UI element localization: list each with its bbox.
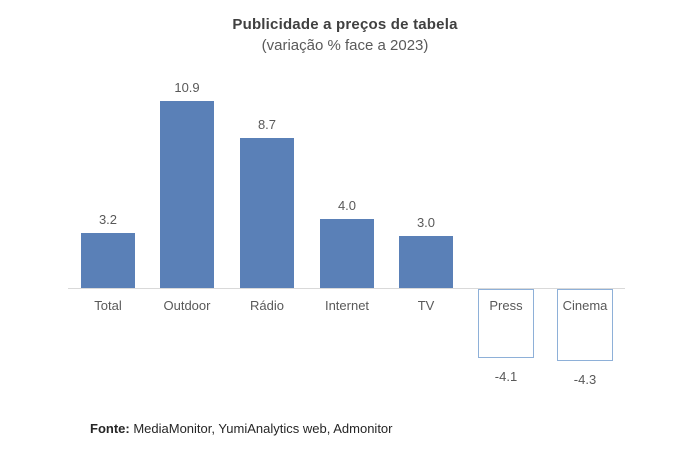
category-label: Rádio: [250, 298, 284, 313]
bar-value-label: 4.0: [337, 198, 357, 213]
chart-subtitle: (variação % face a 2023): [261, 37, 429, 54]
category-label: Cinema: [562, 298, 608, 313]
category-label: Total: [94, 298, 122, 313]
category-label: Press: [489, 298, 523, 313]
bar-r-dio: [240, 138, 294, 288]
bar-value-label: -4.3: [573, 372, 597, 387]
category-label: Internet: [324, 298, 370, 313]
bar-press: [478, 289, 534, 358]
category-label: Outdoor: [163, 298, 211, 313]
bar-value-label: 3.0: [416, 215, 436, 230]
bar-internet: [320, 219, 374, 288]
bar-cinema: [557, 289, 613, 361]
chart-title: Publicidade a preços de tabela: [232, 16, 458, 33]
bar-total: [81, 233, 135, 288]
bar-value-label: 10.9: [174, 80, 200, 95]
bar-tv: [399, 236, 453, 288]
source-text: MediaMonitor, YumiAnalytics web, Admonit…: [129, 421, 393, 436]
bar-value-label: 8.7: [257, 117, 277, 132]
chart-header: Publicidade a preços de tabela (variação…: [0, 14, 690, 56]
bar-outdoor: [160, 101, 214, 288]
x-axis-line: [68, 288, 625, 289]
category-label: TV: [417, 298, 435, 313]
source-note: Fonte: MediaMonitor, YumiAnalytics web, …: [90, 421, 393, 436]
bar-chart-plot-area: 3.2 Total 10.9 Outdoor 8.7 Rádio 4.0 Internet 3.…: [68, 80, 625, 390]
bar-value-label: -4.1: [494, 369, 518, 384]
bar-value-label: 3.2: [98, 212, 118, 227]
source-label: Fonte:: [90, 421, 130, 436]
